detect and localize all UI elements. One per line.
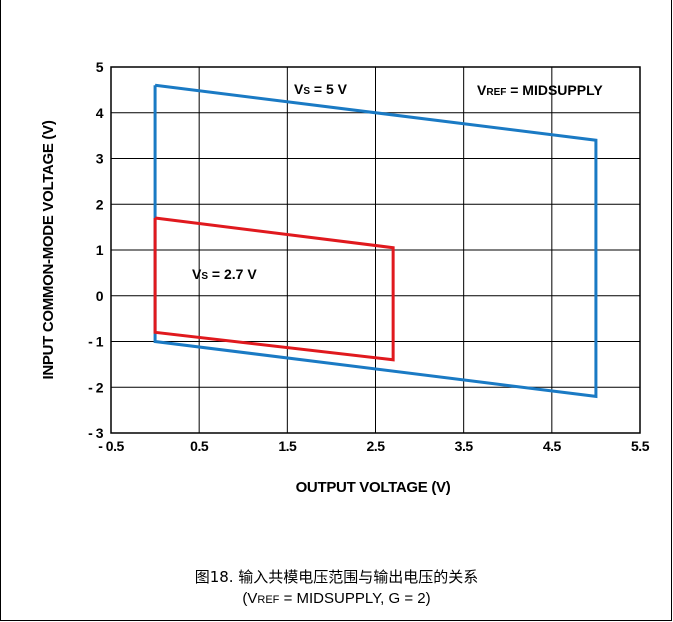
series-label-vs-5v: VS = 5 V	[294, 81, 348, 97]
y-tick-label: 3	[96, 151, 104, 167]
x-tick-label: 3.5	[455, 438, 474, 454]
plot-border	[110, 66, 641, 434]
figure-caption: 图18. 输入共模电压范围与输出电压的关系	[194, 568, 479, 586]
caption-cond-sub: REF	[257, 594, 280, 606]
x-tick-label: 2.5	[367, 438, 386, 454]
y-tick-labels: 5 4 3 2 1 0 - 1 - 2 - 3	[88, 59, 104, 441]
x-tick-label: 4.5	[543, 438, 562, 454]
y-tick-label: - 3	[88, 425, 104, 441]
caption-cond-pre: (V	[242, 590, 258, 607]
y-axis-label: INPUT COMMON-MODE VOLTAGE (V)	[40, 120, 57, 379]
series-vs-2-7v-line	[153, 216, 395, 362]
y-tick-label: 2	[96, 196, 104, 212]
x-tick-label: - 0.5	[98, 438, 124, 454]
grid	[110, 66, 641, 434]
x-tick-label: 5.5	[631, 438, 650, 454]
vref-annotation: VREF = MIDSUPPLY	[477, 82, 603, 98]
figure-caption-condition: (VREF = MIDSUPPLY, G = 2)	[0, 590, 673, 607]
x-tick-label: 0.5	[190, 438, 209, 454]
y-tick-label: 1	[96, 242, 104, 258]
series-group	[153, 83, 598, 399]
series-label-vs-2-7v: VS = 2.7 V	[192, 266, 257, 282]
x-axis-label: OUTPUT VOLTAGE (V)	[296, 479, 451, 496]
y-tick-label: 0	[96, 288, 104, 304]
y-tick-label: 4	[96, 105, 104, 121]
x-tick-label: 1.5	[278, 438, 297, 454]
caption-cond-post: = MIDSUPPLY, G = 2)	[279, 590, 431, 607]
y-tick-label: - 1	[88, 334, 104, 350]
y-tick-label: 5	[96, 59, 104, 75]
x-tick-labels: - 0.5 0.5 1.5 2.5 3.5 4.5 5.5	[98, 438, 650, 454]
y-tick-label: - 2	[88, 379, 104, 395]
